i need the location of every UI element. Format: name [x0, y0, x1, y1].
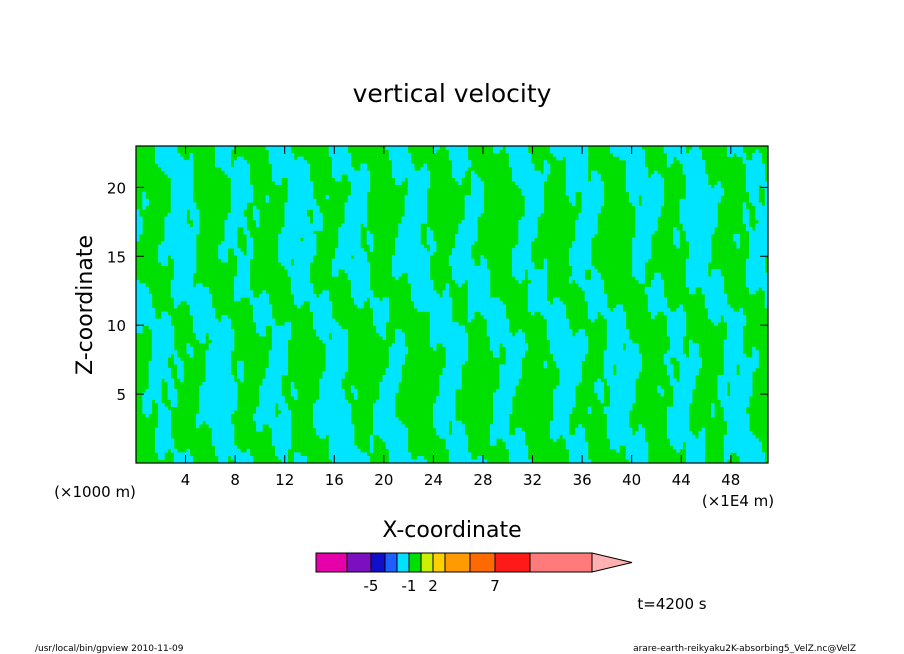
x-tick-label: 8	[230, 471, 240, 489]
chart-title: vertical velocity	[353, 79, 552, 108]
x-axis-label: X-coordinate	[382, 518, 521, 543]
colorbar-tick-label: -5	[364, 577, 379, 595]
x-tick-label: 20	[374, 471, 393, 489]
y-unit-label: (×1000 m)	[54, 483, 136, 501]
y-tick-label: 5	[116, 386, 126, 404]
x-tick-label: 36	[573, 471, 592, 489]
x-tick-label: 12	[275, 471, 294, 489]
x-tick-label: 28	[473, 471, 492, 489]
colorbar-tick-label: -1	[402, 577, 417, 595]
colorbar-swatch	[420, 552, 434, 573]
x-tick-label: 44	[672, 471, 691, 489]
x-tick-label: 32	[523, 471, 542, 489]
colorbar-swatch	[469, 552, 496, 573]
x-tick-label: 24	[424, 471, 443, 489]
x-tick-label: 4	[181, 471, 191, 489]
colorbar-swatch	[346, 552, 372, 573]
footer-right: arare-earth-reikyaku2K-absorbing5_VelZ.n…	[633, 644, 856, 654]
y-axis-ticks: 5 10 15 20	[107, 179, 768, 404]
colorbar-swatch	[408, 552, 422, 573]
colorbar-swatch	[529, 552, 593, 573]
colorbar-swatch	[396, 552, 410, 573]
colorbar-swatch	[315, 552, 348, 573]
colorbar-extend-arrow	[591, 552, 633, 573]
x-tick-label: 48	[721, 471, 740, 489]
y-axis-label: Z-coordinate	[73, 235, 98, 375]
colorbar-swatch	[432, 552, 446, 573]
negative-velocity-regions	[136, 146, 768, 463]
x-tick-label: 40	[622, 471, 641, 489]
colorbar: -5 -1 2 7	[315, 552, 633, 595]
colorbar-swatch	[370, 552, 386, 573]
x-tick-label: 16	[325, 471, 344, 489]
plot-frame	[135, 145, 769, 464]
y-tick-label: 10	[107, 317, 126, 335]
colorbar-swatch	[384, 552, 398, 573]
y-tick-label: 15	[107, 248, 126, 266]
x-axis-ticks: 4 8 12 16 20 24 28 32 36 40 44 48	[181, 146, 740, 489]
time-label: t=4200 s	[637, 595, 706, 613]
plot-area	[135, 145, 769, 464]
colorbar-swatch	[444, 552, 471, 573]
colorbar-tick-label: 7	[490, 577, 500, 595]
x-unit-label: (×1E4 m)	[702, 492, 774, 510]
footer-left: /usr/local/bin/gpview 2010-11-09	[35, 644, 184, 654]
y-tick-label: 20	[107, 179, 126, 197]
colorbar-tick-label: 2	[428, 577, 438, 595]
velocity-field	[136, 146, 768, 463]
colorbar-swatch	[494, 552, 531, 573]
